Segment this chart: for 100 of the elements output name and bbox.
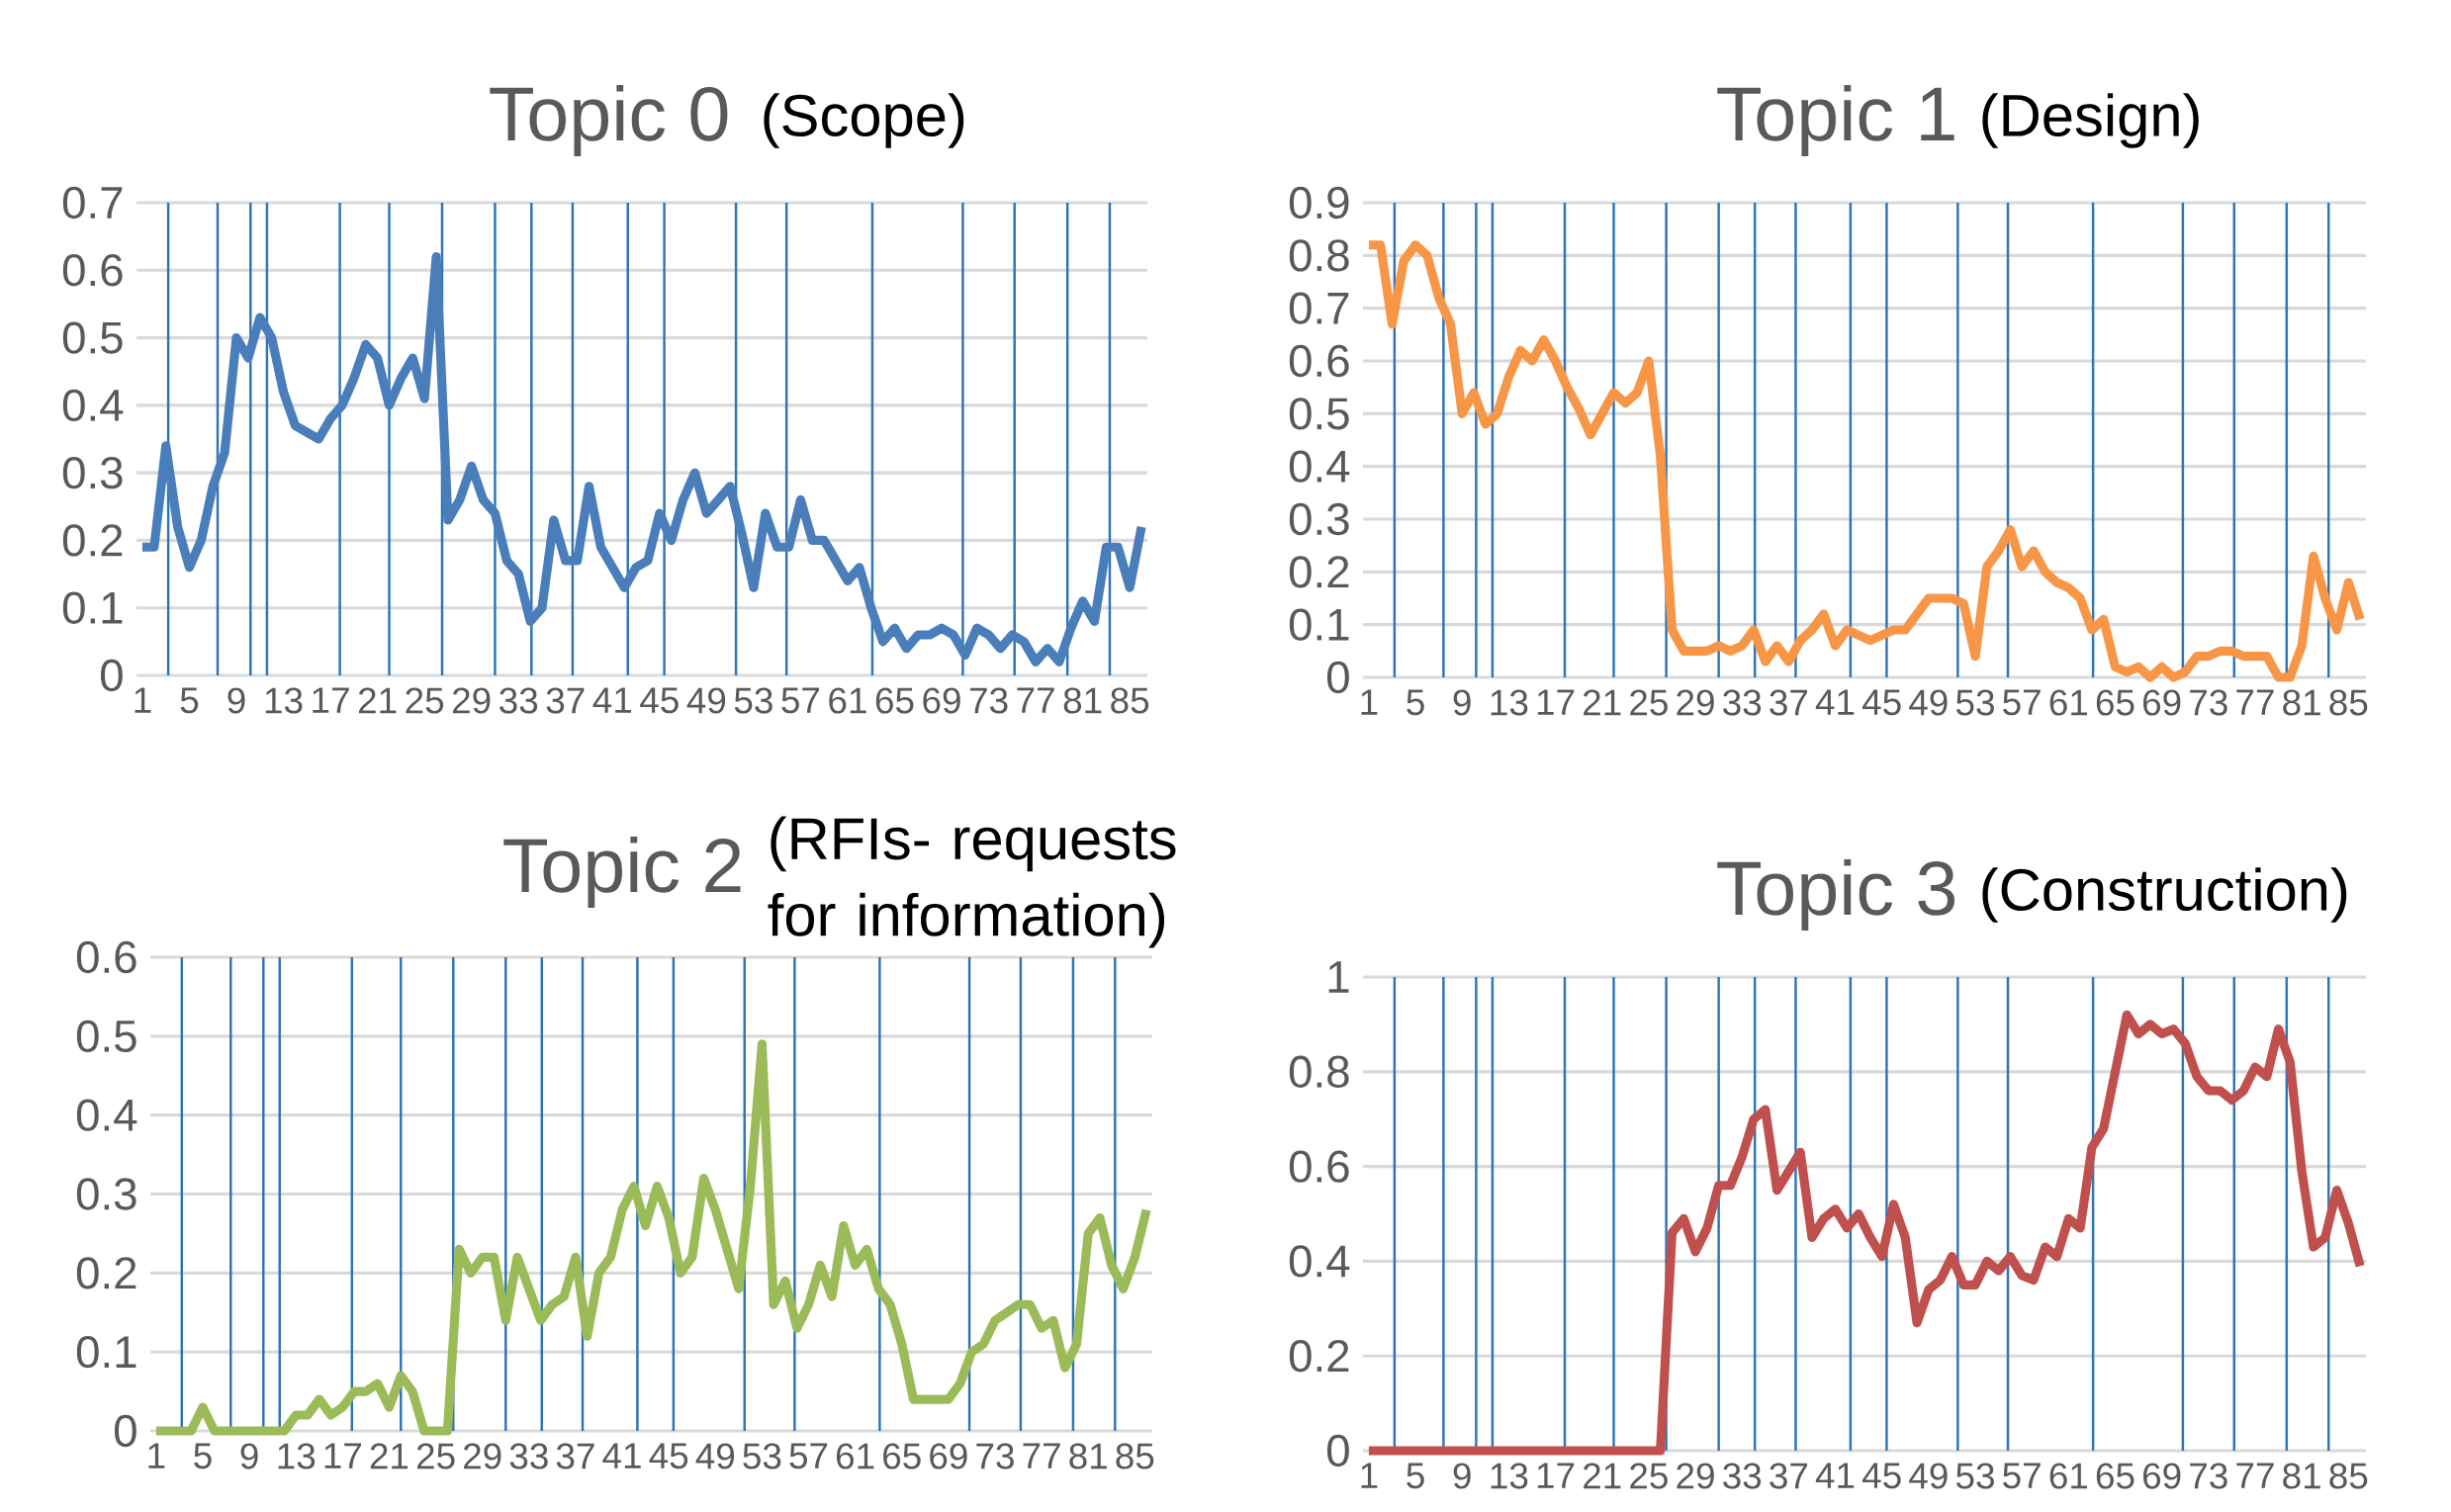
x-tick-label: 45 (649, 1443, 688, 1469)
y-tick-label: 0.5 (76, 1020, 136, 1053)
x-tick-label: 65 (2096, 689, 2134, 716)
x-tick-label: 25 (406, 687, 444, 714)
chart-subtitle: (RFIs- requests for information) (768, 816, 1176, 948)
y-tick-label: 0.8 (1289, 1055, 1349, 1088)
x-tick-label: 37 (1770, 689, 1807, 716)
x-tick-label: 13 (265, 687, 303, 714)
x-tick-label: 29 (453, 687, 491, 714)
y-tick-label: 0.1 (62, 591, 123, 624)
y-tick-label: 0.8 (1289, 239, 1349, 272)
x-tick-label: 5 (180, 687, 199, 714)
chart-subtitle: (Construction) (1982, 867, 2347, 923)
y-tick-label: 0.2 (76, 1257, 136, 1290)
y-tick-label: 0.6 (1289, 1150, 1349, 1183)
x-tick-label: 21 (1584, 1463, 1621, 1489)
x-tick-label: 61 (829, 687, 866, 714)
chart-subtitle: (Scope) (764, 93, 964, 148)
x-tick-label: 17 (324, 1443, 361, 1468)
x-tick-label: 37 (546, 687, 585, 714)
x-tick-label: 1 (1361, 689, 1378, 715)
x-tick-label: 29 (1677, 1463, 1714, 1489)
x-tick-label: 13 (278, 1443, 316, 1469)
x-tick-label: 61 (2049, 1463, 2088, 1489)
y-tick-label: 0.6 (1289, 344, 1349, 378)
x-tick-label: 77 (1017, 687, 1054, 713)
x-tick-label: 33 (509, 1443, 548, 1469)
y-tick-label: 0.3 (1289, 502, 1349, 536)
x-tick-label: 57 (2003, 1463, 2041, 1489)
x-tick-label: 73 (2190, 689, 2227, 716)
chart-title: Topic 0 (490, 84, 728, 157)
y-tick-label: 0.7 (62, 186, 123, 220)
x-tick-label: 57 (789, 1443, 828, 1469)
x-tick-label: 85 (1116, 1443, 1154, 1469)
x-tick-label: 9 (1453, 689, 1471, 716)
y-tick-label: 0.4 (76, 1099, 137, 1131)
x-tick-label: 9 (227, 687, 245, 714)
x-tick-label: 69 (923, 687, 960, 714)
x-tick-label: 45 (1862, 689, 1901, 716)
x-tick-label: 29 (1677, 689, 1714, 716)
x-tick-label: 81 (2283, 689, 2320, 716)
y-tick-label: 0.2 (1289, 556, 1349, 588)
x-tick-label: 73 (976, 1443, 1014, 1469)
x-tick-label: 41 (1815, 1463, 1855, 1488)
chart-title: Topic 3 (1717, 858, 1955, 932)
x-tick-label: 49 (686, 687, 726, 714)
x-tick-label: 77 (2236, 689, 2274, 715)
x-tick-label: 49 (1909, 1463, 1948, 1489)
x-tick-label: 65 (875, 687, 914, 714)
x-tick-label: 21 (358, 687, 397, 714)
y-tick-label: 0.4 (1289, 1245, 1350, 1278)
x-tick-label: 49 (695, 1443, 735, 1469)
x-tick-label: 65 (2096, 1463, 2134, 1489)
x-tick-label: 53 (734, 687, 772, 714)
x-tick-label: 57 (781, 687, 820, 714)
y-tick-label: 0.5 (62, 321, 123, 354)
y-tick-label: 0.7 (1289, 292, 1349, 324)
x-tick-label: 25 (416, 1443, 455, 1469)
y-tick-label: 0 (100, 659, 123, 692)
y-tick-label: 1 (1328, 961, 1349, 993)
x-tick-label: 81 (1063, 687, 1102, 714)
chart-title: Topic 1 (1717, 84, 1954, 157)
x-tick-label: 53 (1955, 689, 1994, 716)
x-tick-label: 21 (1584, 689, 1621, 716)
x-tick-label: 61 (2049, 689, 2088, 716)
x-tick-label: 73 (2190, 1463, 2227, 1489)
x-tick-label: 29 (464, 1443, 501, 1469)
x-tick-label: 13 (1491, 689, 1528, 716)
x-tick-label: 33 (1723, 1463, 1762, 1489)
x-tick-label: 77 (2236, 1463, 2274, 1488)
x-tick-label: 69 (2143, 1463, 2181, 1489)
x-tick-label: 33 (1723, 689, 1762, 716)
x-tick-label: 77 (1023, 1443, 1060, 1468)
x-tick-label: 33 (499, 687, 538, 714)
x-tick-label: 81 (1069, 1443, 1107, 1469)
x-tick-label: 41 (602, 1443, 641, 1468)
y-tick-label: 0.6 (62, 254, 123, 287)
x-tick-label: 1 (1361, 1463, 1378, 1488)
x-tick-label: 5 (1407, 1463, 1424, 1489)
x-tick-label: 85 (1111, 687, 1149, 714)
x-tick-label: 5 (194, 1443, 212, 1469)
y-tick-label: 0.2 (62, 524, 123, 557)
y-tick-label: 0.4 (62, 389, 124, 422)
y-tick-label: 0.3 (76, 1178, 136, 1210)
x-tick-label: 85 (2329, 1463, 2368, 1489)
x-tick-label: 81 (2283, 1463, 2320, 1489)
y-tick-label: 0.5 (1289, 398, 1349, 430)
x-tick-label: 53 (743, 1443, 781, 1469)
chart-title: Topic 2 (503, 836, 741, 909)
x-tick-label: 53 (1955, 1463, 1994, 1489)
x-tick-label: 69 (930, 1443, 967, 1469)
x-tick-label: 73 (969, 687, 1008, 714)
x-tick-label: 9 (1453, 1463, 1471, 1489)
x-tick-label: 21 (370, 1443, 408, 1469)
x-tick-label: 41 (592, 687, 631, 713)
chart-subtitle: (Design) (1982, 93, 2199, 148)
y-tick-label: 0 (114, 1414, 136, 1448)
x-tick-label: 37 (1770, 1463, 1807, 1489)
x-tick-label: 5 (1407, 689, 1424, 716)
x-tick-label: 49 (1909, 689, 1948, 716)
